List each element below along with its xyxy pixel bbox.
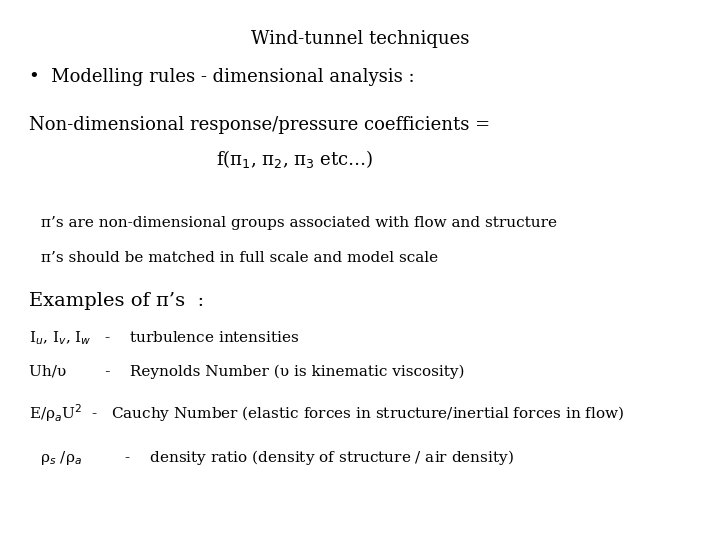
Text: f(π$_1$, π$_2$, π$_3$ etc…): f(π$_1$, π$_2$, π$_3$ etc…) — [216, 148, 374, 171]
Text: E/ρ$_a$U$^2$  -   Cauchy Number (elastic forces in structure/inertial forces in : E/ρ$_a$U$^2$ - Cauchy Number (elastic fo… — [29, 402, 624, 424]
Text: Examples of π’s  :: Examples of π’s : — [29, 292, 204, 309]
Text: ρ$_s$ /ρ$_a$         -    density ratio (density of structure / air density): ρ$_s$ /ρ$_a$ - density ratio (density of… — [40, 448, 513, 467]
Text: π’s should be matched in full scale and model scale: π’s should be matched in full scale and … — [36, 251, 438, 265]
Text: Wind-tunnel techniques: Wind-tunnel techniques — [251, 30, 469, 48]
Text: I$_u$, I$_v$, I$_w$   -    turbulence intensities: I$_u$, I$_v$, I$_w$ - turbulence intensi… — [29, 329, 300, 347]
Text: π’s are non-dimensional groups associated with flow and structure: π’s are non-dimensional groups associate… — [36, 216, 557, 230]
Text: Non-dimensional response/pressure coefficients =: Non-dimensional response/pressure coeffi… — [29, 116, 490, 134]
Text: •  Modelling rules - dimensional analysis :: • Modelling rules - dimensional analysis… — [29, 68, 415, 85]
Text: Uh/υ        -    Reynolds Number (υ is kinematic viscosity): Uh/υ - Reynolds Number (υ is kinematic v… — [29, 364, 464, 379]
